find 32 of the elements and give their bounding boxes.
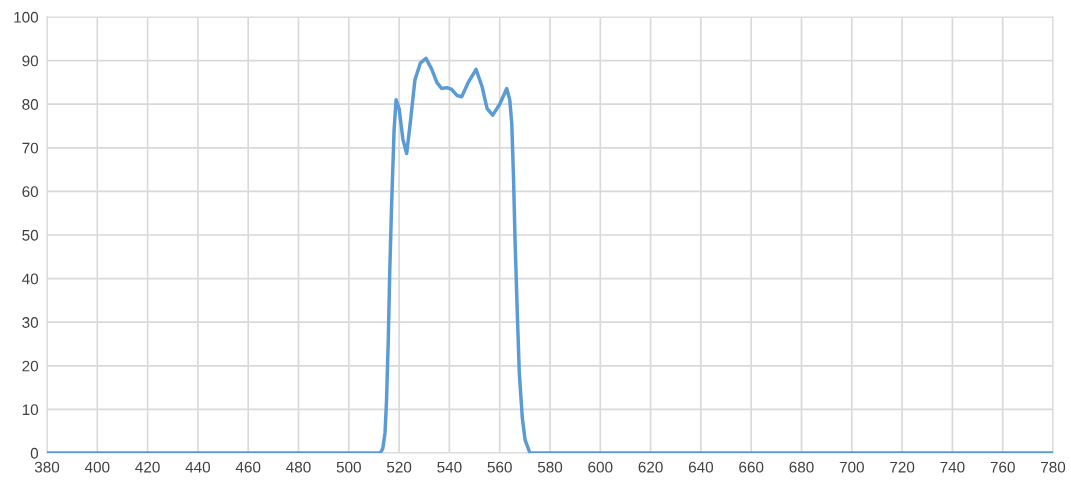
y-tick-label: 60 (22, 186, 39, 198)
x-tick-label: 540 (437, 461, 462, 473)
x-tick-label: 580 (537, 461, 563, 473)
y-tick-label: 20 (22, 360, 39, 372)
x-tick-label: 400 (84, 461, 110, 473)
y-tick-label: 0 (30, 447, 39, 459)
y-tick-label: 40 (22, 273, 39, 285)
x-tick-label: 660 (739, 461, 764, 473)
y-tick-label: 10 (22, 404, 39, 416)
y-tick-label: 30 (22, 317, 39, 328)
x-tick-label: 460 (235, 461, 261, 473)
x-tick-label: 480 (286, 461, 311, 473)
x-tick-label: 500 (336, 461, 361, 473)
x-tick-label: 600 (588, 461, 613, 473)
x-tick-label: 780 (1041, 461, 1066, 473)
x-tick-label: 620 (638, 461, 663, 473)
y-tick-label: 80 (22, 99, 39, 110)
x-tick-label: 380 (34, 461, 60, 473)
x-tick-label: 520 (386, 461, 412, 473)
x-tick-label: 640 (688, 461, 714, 473)
x-tick-label: 720 (890, 461, 915, 473)
y-tick-label: 70 (22, 142, 39, 154)
x-tick-label: 680 (789, 461, 814, 473)
x-tick-label: 740 (940, 461, 965, 473)
x-tick-label: 700 (839, 461, 864, 473)
y-tick-label: 100 (14, 11, 39, 23)
x-tick-label: 420 (135, 461, 160, 473)
y-tick-label: 50 (22, 229, 39, 241)
y-tick-label: 90 (22, 55, 39, 67)
x-tick-label: 760 (990, 461, 1015, 473)
x-tick-label: 560 (487, 461, 512, 473)
x-tick-label: 440 (185, 461, 211, 473)
